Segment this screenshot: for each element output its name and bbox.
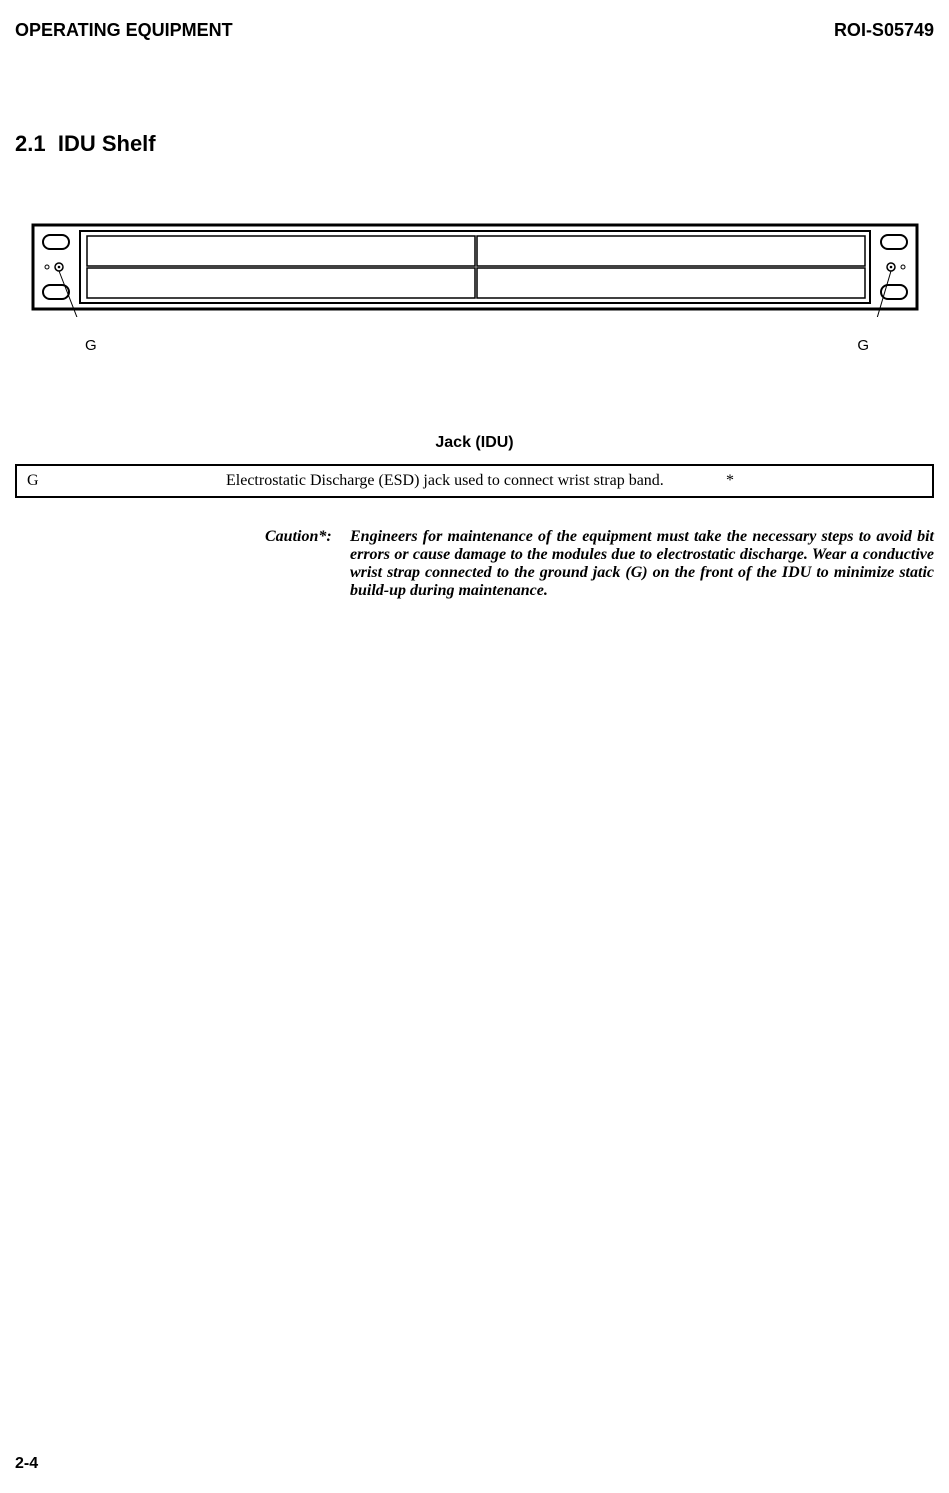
- table-row: G Electrostatic Discharge (ESD) jack use…: [16, 465, 933, 497]
- caution-block: Caution*: Engineers for maintenance of t…: [265, 528, 934, 600]
- row-description: Electrostatic Discharge (ESD) jack used …: [216, 465, 716, 497]
- caution-text: Engineers for maintenance of the equipme…: [350, 528, 934, 600]
- section-name: IDU Shelf: [58, 131, 156, 156]
- header-right: ROI-S05749: [834, 20, 934, 41]
- section-number: 2.1: [15, 131, 46, 156]
- page-number: 2-4: [15, 1455, 38, 1473]
- shelf-svg: [25, 217, 925, 317]
- section-title: 2.1 IDU Shelf: [15, 131, 934, 157]
- g-label-right: G: [857, 337, 869, 354]
- g-label-left: G: [85, 337, 97, 354]
- header-left: OPERATING EQUIPMENT: [15, 20, 233, 41]
- idu-shelf-diagram: [15, 217, 934, 317]
- row-label: G: [16, 465, 216, 497]
- diagram-labels: G G: [45, 337, 904, 354]
- page-header: OPERATING EQUIPMENT ROI-S05749: [15, 20, 934, 41]
- table-title: Jack (IDU): [15, 434, 934, 452]
- row-note: *: [716, 465, 776, 497]
- caution-label: Caution*:: [265, 528, 350, 600]
- row-spacer: [776, 465, 933, 497]
- jack-table: G Electrostatic Discharge (ESD) jack use…: [15, 464, 934, 498]
